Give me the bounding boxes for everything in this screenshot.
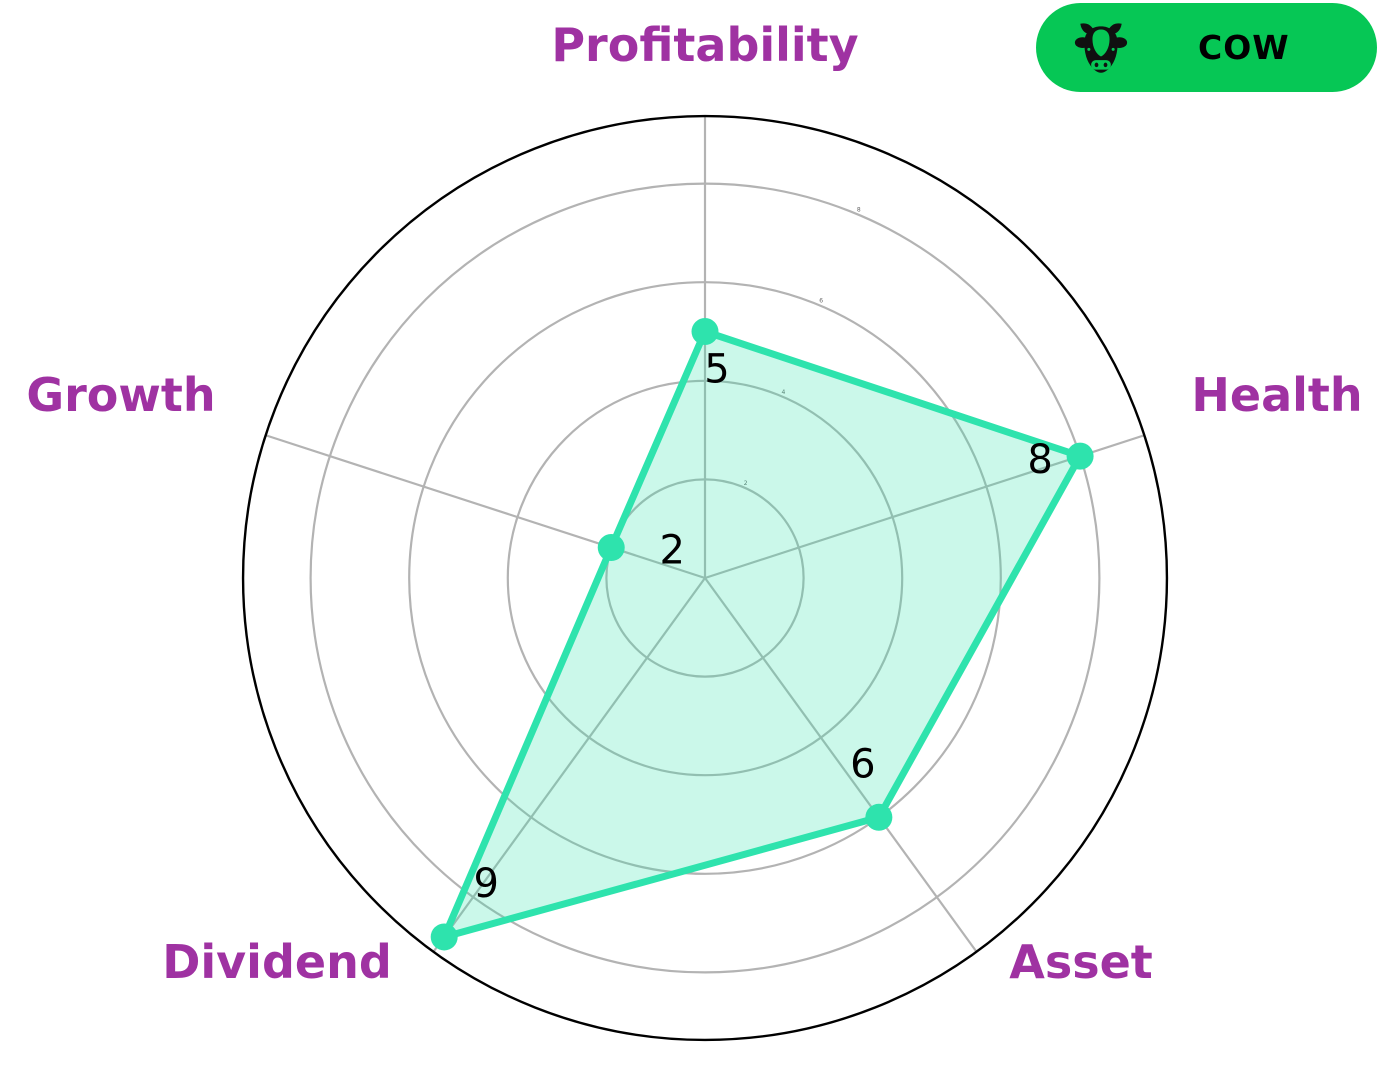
r-tick-label: 6 — [819, 298, 823, 305]
value-label: 5 — [704, 347, 729, 393]
series-polygon — [440, 328, 1084, 941]
r-tick-label: 4 — [781, 389, 785, 396]
axis-label-dividend: Dividend — [162, 935, 392, 989]
radar-series: 5 8 6 9 2 — [430, 318, 1094, 951]
cow-icon — [1074, 22, 1128, 73]
grid-spoke — [265, 434, 706, 580]
data-point-marker — [1066, 442, 1094, 470]
value-label: 2 — [659, 528, 684, 574]
value-label: 6 — [850, 741, 875, 787]
r-tick-label: 8 — [857, 207, 861, 214]
value-label: 8 — [1027, 437, 1052, 483]
axis-label-profitability: Profitability — [551, 18, 858, 72]
radar-grid: 2 4 6 8 — [241, 114, 1169, 1042]
axis-label-health: Health — [1191, 368, 1362, 422]
axis-label-growth: Growth — [26, 368, 215, 422]
grid-spoke — [432, 577, 706, 953]
outer-ring — [241, 114, 1169, 1042]
data-point-marker — [691, 318, 719, 345]
series-legend-label: COW — [1198, 28, 1290, 67]
data-point-marker — [597, 534, 625, 562]
data-point-marker — [430, 923, 458, 951]
data-point-marker — [865, 803, 893, 831]
axis-label-asset: Asset — [1009, 935, 1153, 989]
series-legend-badge: COW — [1036, 3, 1377, 92]
radar-axis-labels: Profitability Health Asset Dividend Grow… — [26, 18, 1362, 989]
r-tick-label: 2 — [744, 480, 748, 487]
value-label: 9 — [473, 861, 498, 907]
grid-spoke — [704, 577, 978, 953]
